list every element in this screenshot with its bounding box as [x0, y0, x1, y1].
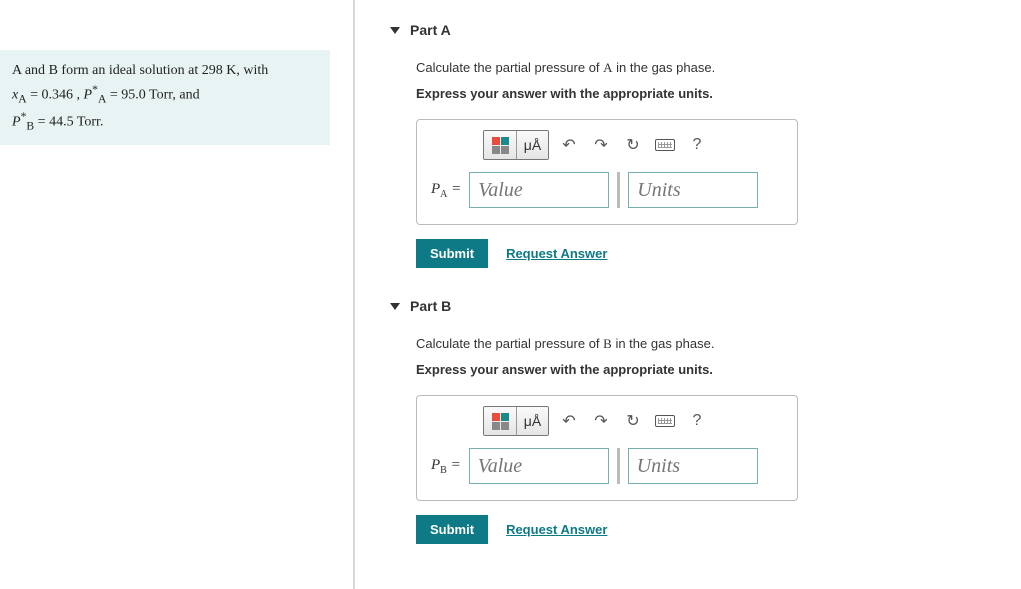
keyboard-button[interactable] — [653, 133, 677, 157]
redo-button[interactable]: ↷ — [589, 409, 613, 433]
part-a-header[interactable]: Part A — [380, 22, 1000, 38]
answer-panel: Part A Calculate the partial pressure of… — [380, 0, 1000, 574]
submit-button[interactable]: Submit — [416, 515, 488, 544]
symbols-button[interactable]: μÅ — [516, 407, 548, 435]
part-b-actions: Submit Request Answer — [416, 515, 1000, 544]
keyboard-icon — [655, 139, 675, 151]
problem-statement: A and B form an ideal solution at 298 K,… — [0, 50, 330, 145]
help-button[interactable]: ? — [685, 133, 709, 157]
problem-line1: A and B form an ideal solution at 298 K,… — [12, 60, 318, 81]
caret-down-icon — [390, 303, 400, 310]
caret-down-icon — [390, 27, 400, 34]
templates-button[interactable] — [484, 131, 516, 159]
part-a-instruction: Express your answer with the appropriate… — [416, 86, 1000, 101]
undo-button[interactable]: ↶ — [557, 133, 581, 157]
keyboard-icon — [655, 415, 675, 427]
problem-line3: P*B = 44.5 Torr. — [12, 108, 318, 135]
templates-button[interactable] — [484, 407, 516, 435]
part-b-answer-box: μÅ ↶ ↷ ↻ ? PB = — [416, 395, 798, 501]
reset-button[interactable]: ↻ — [621, 409, 645, 433]
submit-button[interactable]: Submit — [416, 239, 488, 268]
toolbar-group: μÅ — [483, 130, 549, 160]
keyboard-button[interactable] — [653, 409, 677, 433]
part-a-title: Part A — [410, 22, 451, 38]
request-answer-link[interactable]: Request Answer — [506, 246, 607, 261]
part-a-toolbar: μÅ ↶ ↷ ↻ ? — [483, 130, 783, 160]
part-a-answer-box: μÅ ↶ ↷ ↻ ? PA = — [416, 119, 798, 225]
part-b-header[interactable]: Part B — [380, 298, 1000, 314]
units-input[interactable] — [628, 172, 758, 208]
part-b-content: Calculate the partial pressure of B in t… — [380, 336, 1000, 544]
value-input[interactable] — [469, 172, 609, 208]
templates-icon — [492, 413, 509, 430]
symbols-button[interactable]: μÅ — [516, 131, 548, 159]
part-a-actions: Submit Request Answer — [416, 239, 1000, 268]
part-b-input-row: PB = — [431, 448, 783, 484]
part-b-toolbar: μÅ ↶ ↷ ↻ ? — [483, 406, 783, 436]
input-separator — [617, 172, 620, 208]
value-input[interactable] — [469, 448, 609, 484]
part-a-content: Calculate the partial pressure of A in t… — [380, 60, 1000, 268]
help-button[interactable]: ? — [685, 409, 709, 433]
input-separator — [617, 448, 620, 484]
part-a-var-label: PA = — [431, 181, 461, 200]
part-b-block: Part B Calculate the partial pressure of… — [380, 298, 1000, 544]
problem-line2: xA = 0.346 , P*A = 95.0 Torr, and — [12, 81, 318, 108]
part-a-input-row: PA = — [431, 172, 783, 208]
part-a-block: Part A Calculate the partial pressure of… — [380, 22, 1000, 268]
units-input[interactable] — [628, 448, 758, 484]
part-b-prompt: Calculate the partial pressure of B in t… — [416, 336, 1000, 352]
part-b-var-label: PB = — [431, 457, 461, 476]
undo-button[interactable]: ↶ — [557, 409, 581, 433]
request-answer-link[interactable]: Request Answer — [506, 522, 607, 537]
templates-icon — [492, 137, 509, 154]
redo-button[interactable]: ↷ — [589, 133, 613, 157]
part-b-instruction: Express your answer with the appropriate… — [416, 362, 1000, 377]
part-a-prompt: Calculate the partial pressure of A in t… — [416, 60, 1000, 76]
part-b-title: Part B — [410, 298, 451, 314]
reset-button[interactable]: ↻ — [621, 133, 645, 157]
vertical-divider — [353, 0, 355, 589]
toolbar-group: μÅ — [483, 406, 549, 436]
